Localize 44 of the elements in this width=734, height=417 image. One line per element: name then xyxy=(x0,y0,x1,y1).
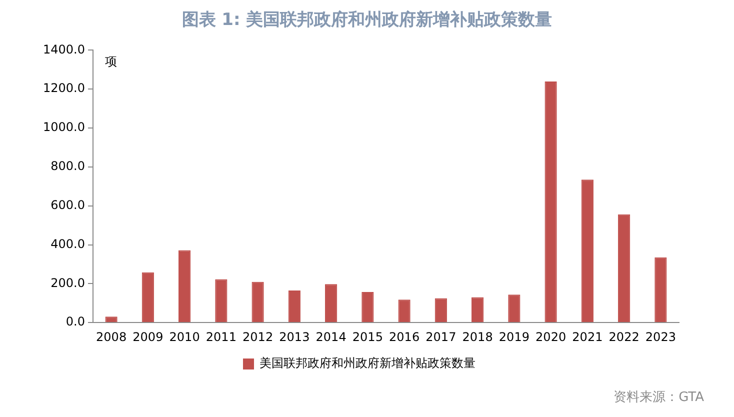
bar xyxy=(654,257,667,322)
y-tick-label: 400.0 xyxy=(50,236,85,251)
bar xyxy=(288,290,300,322)
bar xyxy=(142,272,154,322)
x-tick-label: 2016 xyxy=(389,330,420,344)
y-axis-title: 项 xyxy=(104,54,117,68)
y-tick-label: 800.0 xyxy=(50,159,85,174)
x-tick-label: 2022 xyxy=(608,330,640,344)
x-tick-label: 2021 xyxy=(572,330,603,344)
y-tick-label: 200.0 xyxy=(50,276,85,290)
x-tick-label: 2009 xyxy=(132,330,164,344)
bar xyxy=(178,250,191,322)
y-tick-label: 1200.0 xyxy=(42,81,85,96)
chart-title: 图表 1: 美国联邦政府和州政府新增补贴政策数量 xyxy=(180,9,554,31)
x-tick-label: 2008 xyxy=(96,330,127,344)
bar xyxy=(215,279,228,322)
bar xyxy=(472,297,484,322)
bar xyxy=(508,294,520,322)
bar xyxy=(252,282,264,322)
x-tick-label: 2011 xyxy=(206,330,236,344)
legend-label: 美国联邦政府和州政府新增补贴政策数量 xyxy=(260,356,476,370)
bar xyxy=(434,298,447,322)
bar xyxy=(581,180,594,322)
x-tick-label: 2012 xyxy=(242,330,274,344)
y-tick-label: 600.0 xyxy=(50,198,85,212)
x-tick-label: 2010 xyxy=(169,330,200,344)
x-tick-label: 2020 xyxy=(536,330,566,344)
bar xyxy=(544,82,557,322)
bar xyxy=(398,300,410,322)
x-tick-label: 2023 xyxy=(645,330,676,344)
bar xyxy=(105,316,118,322)
x-tick-label: 2017 xyxy=(426,330,456,344)
y-tick-label: 0.0 xyxy=(66,314,85,329)
bar xyxy=(325,284,338,322)
bar xyxy=(362,292,374,322)
bar xyxy=(618,214,630,322)
y-tick-label: 1000.0 xyxy=(42,120,85,134)
text: 资料来源：GTA xyxy=(614,389,704,406)
y-tick-label: 1400.0 xyxy=(42,42,85,56)
x-tick-label: 2018 xyxy=(462,330,493,344)
x-tick-label: 2019 xyxy=(498,330,530,344)
x-tick-label: 2013 xyxy=(279,330,310,344)
x-tick-label: 2015 xyxy=(352,330,383,344)
x-tick-label: 2014 xyxy=(316,330,346,344)
